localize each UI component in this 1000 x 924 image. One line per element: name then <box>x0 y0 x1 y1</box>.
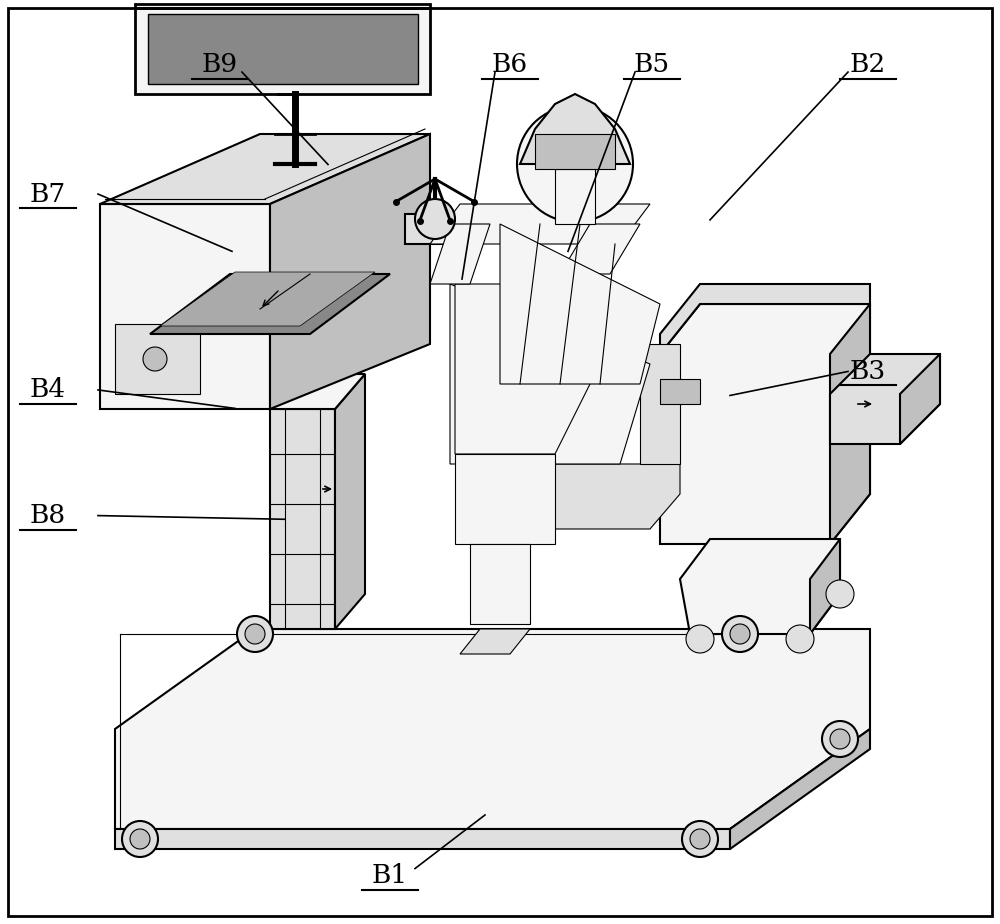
Circle shape <box>722 616 758 652</box>
Polygon shape <box>135 4 430 94</box>
Polygon shape <box>115 629 870 829</box>
Polygon shape <box>470 544 530 624</box>
Polygon shape <box>150 274 390 334</box>
Polygon shape <box>430 204 650 244</box>
Circle shape <box>786 625 814 653</box>
Text: B9: B9 <box>202 52 238 78</box>
Polygon shape <box>460 629 530 654</box>
Polygon shape <box>560 224 640 274</box>
Polygon shape <box>115 324 200 394</box>
Polygon shape <box>405 214 465 244</box>
Polygon shape <box>535 134 615 169</box>
Text: B3: B3 <box>850 359 886 384</box>
Circle shape <box>730 624 750 644</box>
Text: B1: B1 <box>372 863 408 889</box>
Text: B8: B8 <box>30 503 66 529</box>
Polygon shape <box>450 284 650 464</box>
Polygon shape <box>270 409 335 629</box>
Polygon shape <box>520 94 630 164</box>
Polygon shape <box>430 224 490 284</box>
Circle shape <box>686 625 714 653</box>
Polygon shape <box>115 829 730 849</box>
Text: B5: B5 <box>634 52 670 78</box>
Polygon shape <box>660 284 870 354</box>
Polygon shape <box>275 79 315 94</box>
Circle shape <box>237 616 273 652</box>
Circle shape <box>143 347 167 371</box>
Circle shape <box>682 821 718 857</box>
Polygon shape <box>490 464 680 529</box>
Circle shape <box>690 829 710 849</box>
Polygon shape <box>500 224 660 384</box>
Polygon shape <box>900 354 940 444</box>
Polygon shape <box>455 284 590 454</box>
Polygon shape <box>270 374 365 409</box>
Polygon shape <box>555 169 595 224</box>
Text: B6: B6 <box>492 52 528 78</box>
Polygon shape <box>455 454 555 544</box>
Text: B2: B2 <box>850 52 886 78</box>
Circle shape <box>517 106 633 222</box>
Polygon shape <box>680 539 840 634</box>
Polygon shape <box>640 344 680 464</box>
Polygon shape <box>810 539 840 634</box>
Polygon shape <box>830 354 940 444</box>
Polygon shape <box>830 304 870 544</box>
Circle shape <box>130 829 150 849</box>
Polygon shape <box>100 134 430 204</box>
Polygon shape <box>270 134 430 409</box>
Circle shape <box>830 729 850 749</box>
Polygon shape <box>730 729 870 849</box>
Text: B4: B4 <box>30 377 66 403</box>
Polygon shape <box>148 14 418 84</box>
Polygon shape <box>660 304 870 544</box>
Circle shape <box>822 721 858 757</box>
Polygon shape <box>660 379 700 404</box>
Polygon shape <box>100 204 270 409</box>
Circle shape <box>415 199 455 239</box>
Text: B7: B7 <box>30 181 66 207</box>
Circle shape <box>245 624 265 644</box>
Circle shape <box>826 580 854 608</box>
Polygon shape <box>160 272 375 326</box>
Polygon shape <box>335 374 365 629</box>
Circle shape <box>122 821 158 857</box>
